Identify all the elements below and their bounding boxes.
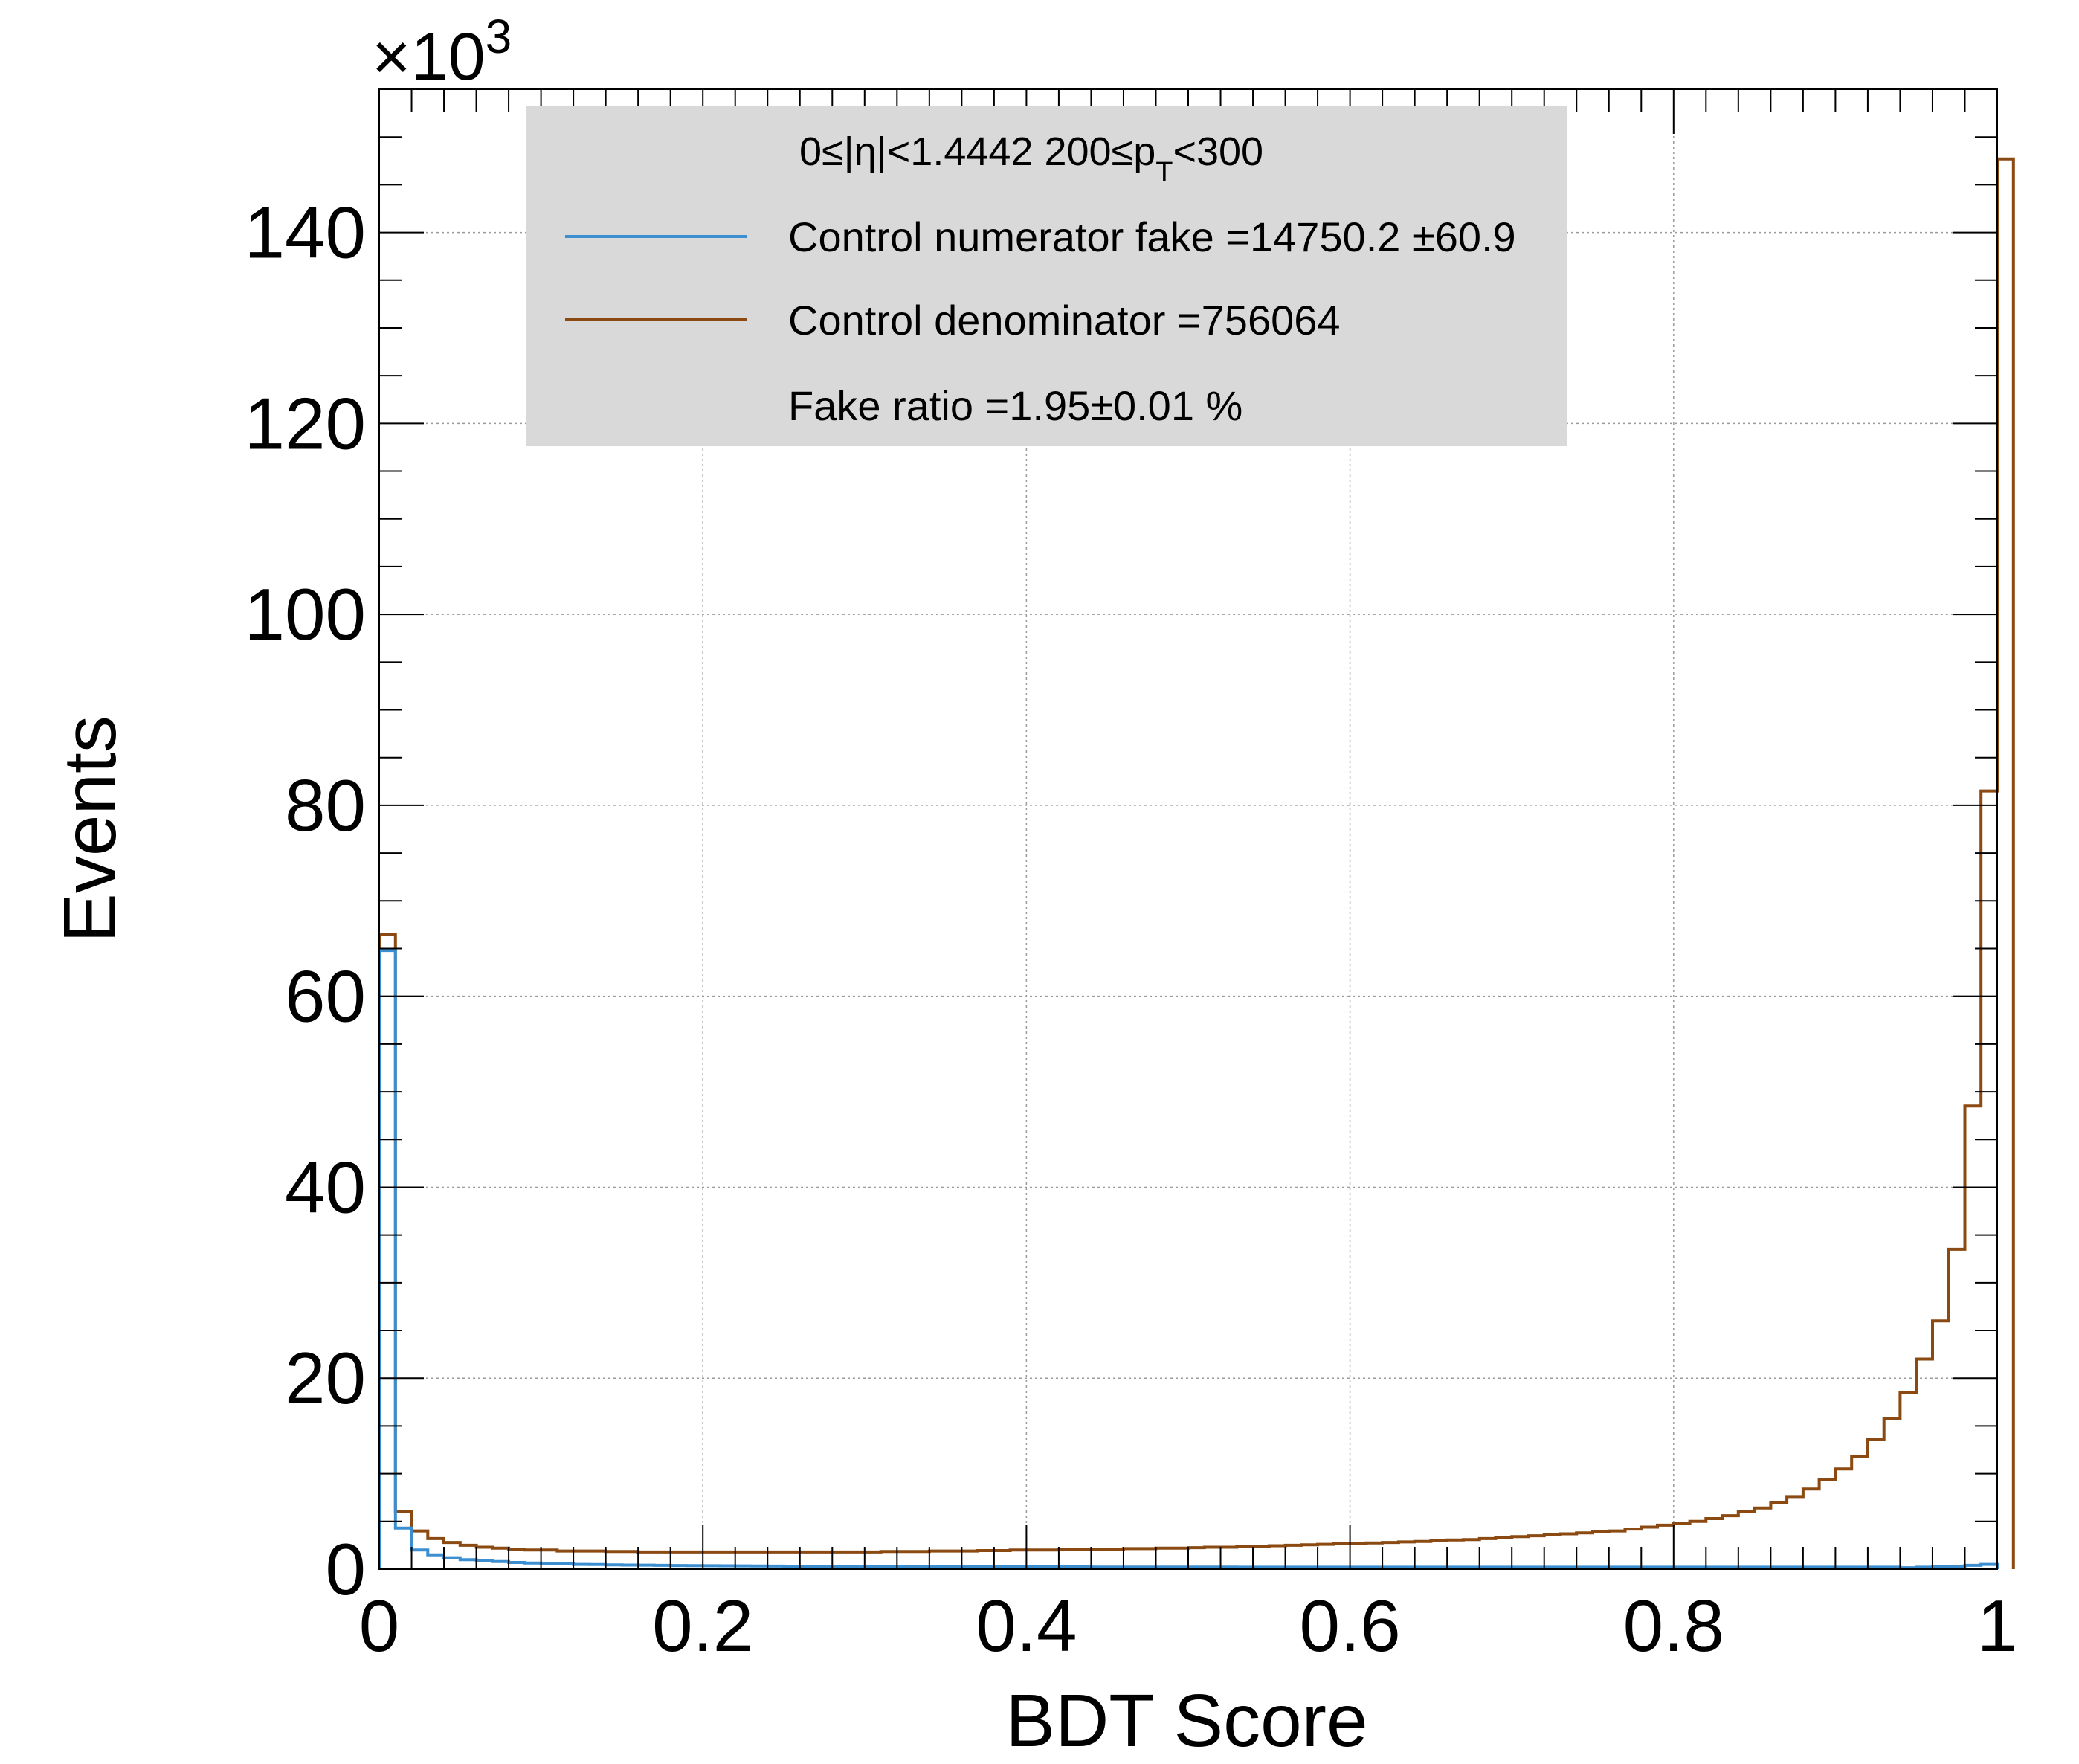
tick-labels: 0 0.2 0.4 0.6 0.8 1 0 20 40 60 80 100 120 140: [244, 192, 2017, 1667]
x-tick-label: 0.6: [1299, 1585, 1400, 1667]
y-tick-label: 100: [244, 573, 366, 655]
legend-entry-numerator: Control numerator fake =14750.2 ±60.9: [788, 213, 1516, 260]
x-tick-label: 0.4: [976, 1585, 1077, 1667]
y-tick-label: 0: [325, 1528, 366, 1610]
x-tick-label: 1: [1977, 1585, 2018, 1667]
legend-entry-denominator: Control denominator =756064: [788, 297, 1341, 344]
y-tick-label: 120: [244, 382, 366, 464]
legend-box: [526, 106, 1567, 446]
x-tick-label: 0.2: [652, 1585, 753, 1667]
legend-header-subscript: T: [1155, 157, 1173, 188]
legend-header: 0≤|η|<1.4442 200≤pT<300: [799, 129, 1263, 188]
y-multiplier-exponent: 3: [486, 10, 512, 63]
y-tick-label: 140: [244, 192, 366, 274]
legend: 0≤|η|<1.4442 200≤pT<300 Control numerato…: [526, 106, 1567, 446]
y-multiplier: ×103: [372, 10, 512, 94]
y-axis-label: Events: [48, 715, 132, 943]
axis-ticks: [378, 88, 1998, 1570]
x-tick-label: 0: [359, 1585, 400, 1667]
y-tick-label: 60: [285, 956, 366, 1037]
legend-header-prefix: 0≤|η|<1.4442 200≤p: [799, 129, 1155, 174]
y-multiplier-base: ×10: [372, 20, 486, 94]
y-tick-label: 40: [285, 1146, 366, 1228]
legend-header-suffix: <300: [1173, 129, 1263, 174]
legend-entry-fake-ratio: Fake ratio =1.95±0.01 %: [788, 382, 1242, 429]
x-axis-label: BDT Score: [1005, 1679, 1367, 1763]
x-tick-label: 0.8: [1623, 1585, 1724, 1667]
y-tick-label: 20: [285, 1337, 366, 1419]
y-tick-label: 80: [285, 764, 366, 846]
